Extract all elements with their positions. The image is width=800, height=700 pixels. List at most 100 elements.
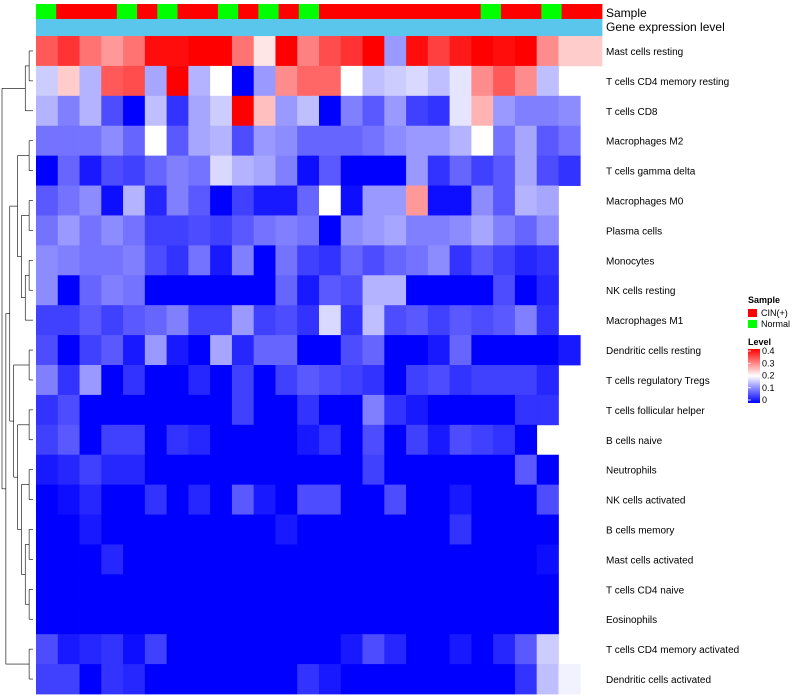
heatmap-cell [362, 95, 385, 127]
heatmap-cell [471, 514, 494, 545]
expression-annotation-cell [440, 19, 461, 36]
heatmap-cell [57, 424, 80, 456]
heatmap-cell [57, 394, 80, 426]
heatmap-cell [297, 574, 320, 605]
heatmap-cell [210, 36, 233, 67]
heatmap-cell [166, 634, 189, 665]
heatmap-cell [275, 634, 298, 665]
expression-annotation-cell [217, 19, 239, 36]
heatmap-cell [427, 185, 451, 216]
heatmap-cell [253, 185, 276, 216]
heatmap-cell [144, 65, 168, 97]
heatmap-cell [57, 335, 80, 366]
heatmap-cell [144, 394, 168, 426]
heatmap-cell [384, 424, 407, 456]
heatmap-cell [319, 125, 342, 157]
heatmap-cell [144, 335, 168, 366]
heatmap-cell [406, 544, 429, 575]
expression-annotation-cell [581, 19, 603, 36]
heatmap-cell [471, 394, 494, 426]
heatmap-cell [384, 305, 407, 336]
heatmap-cell [406, 305, 429, 336]
heatmap-cell [471, 604, 494, 635]
heatmap-cell [384, 335, 407, 366]
heatmap-cell [101, 335, 124, 366]
heatmap-cell [362, 394, 385, 426]
heatmap-cell [275, 604, 298, 635]
heatmap-cell [123, 275, 146, 306]
heatmap-cell [123, 215, 146, 246]
heatmap-cell [340, 634, 363, 665]
heatmap-cell [253, 245, 276, 276]
heatmap-cell [275, 514, 298, 545]
heatmap-cell [36, 305, 59, 336]
row-label: B cells memory [606, 526, 674, 537]
heatmap-cell [514, 454, 538, 486]
heatmap-cell [319, 544, 342, 575]
sample-annotation-cell [197, 4, 219, 19]
heatmap-cell [340, 125, 363, 157]
expression-annotation-cell [238, 19, 259, 36]
heatmap-cell [362, 604, 385, 635]
heatmap-cell [340, 664, 363, 695]
heatmap-cell [101, 634, 124, 665]
heatmap-cell [362, 514, 385, 545]
heatmap-cell [536, 484, 559, 515]
heatmap-cell [427, 95, 451, 127]
heatmap-cell [57, 574, 80, 605]
row-label: Macrophages M0 [606, 197, 684, 208]
heatmap-cell [57, 305, 80, 336]
heatmap-cell [536, 664, 559, 695]
heatmap-cell [406, 95, 429, 127]
heatmap-cell [144, 664, 168, 695]
heatmap-cell [166, 245, 189, 276]
heatmap-cell [57, 245, 80, 276]
sample-annotation-cell [238, 4, 259, 19]
heatmap-cell [493, 95, 516, 127]
heatmap-cell [57, 544, 80, 575]
heatmap-cell [514, 574, 538, 605]
heatmap-cell [384, 65, 407, 97]
heatmap-cell [297, 664, 320, 695]
heatmap-cell [188, 604, 211, 635]
heatmap-cell [101, 245, 124, 276]
heatmap-cell [319, 454, 342, 486]
heatmap-cell [514, 394, 538, 426]
heatmap-cell [514, 305, 538, 336]
expression-annotation-bar [36, 19, 603, 36]
heatmap-cell [57, 634, 80, 665]
heatmap-cell [79, 514, 102, 545]
heatmap-cell [297, 65, 320, 97]
heatmap-cell [188, 95, 211, 127]
legend-tick-label: 0.3 [762, 358, 775, 368]
heatmap-cell [79, 604, 102, 635]
heatmap-cell [536, 335, 559, 366]
heatmap-cell [253, 514, 276, 545]
heatmap-cell [79, 544, 102, 575]
heatmap-cell [36, 574, 59, 605]
heatmap-cell [536, 394, 559, 426]
heatmap-cell [144, 604, 168, 635]
heatmap-cell [188, 664, 211, 695]
heatmap-cell [231, 215, 255, 246]
heatmap-cell [384, 36, 407, 67]
heatmap-cell [36, 215, 59, 246]
heatmap-cell [297, 634, 320, 665]
heatmap-cell [231, 514, 255, 545]
expression-annotation-cell [500, 19, 522, 36]
heatmap-cell [384, 275, 407, 306]
heatmap-cell [471, 544, 494, 575]
heatmap-cell [297, 215, 320, 246]
heatmap-cell [493, 275, 516, 306]
heatmap-cell [188, 424, 211, 456]
heatmap-cell [79, 634, 102, 665]
expression-annotation-cell [258, 19, 279, 36]
heatmap-cell [406, 155, 429, 186]
heatmap-cell [362, 365, 385, 396]
heatmap-cell [449, 215, 472, 246]
heatmap-cell [166, 394, 189, 426]
heatmap-cell [449, 514, 472, 545]
heatmap-cell [275, 574, 298, 605]
heatmap-cell [297, 335, 320, 366]
heatmap-cell [493, 125, 516, 157]
